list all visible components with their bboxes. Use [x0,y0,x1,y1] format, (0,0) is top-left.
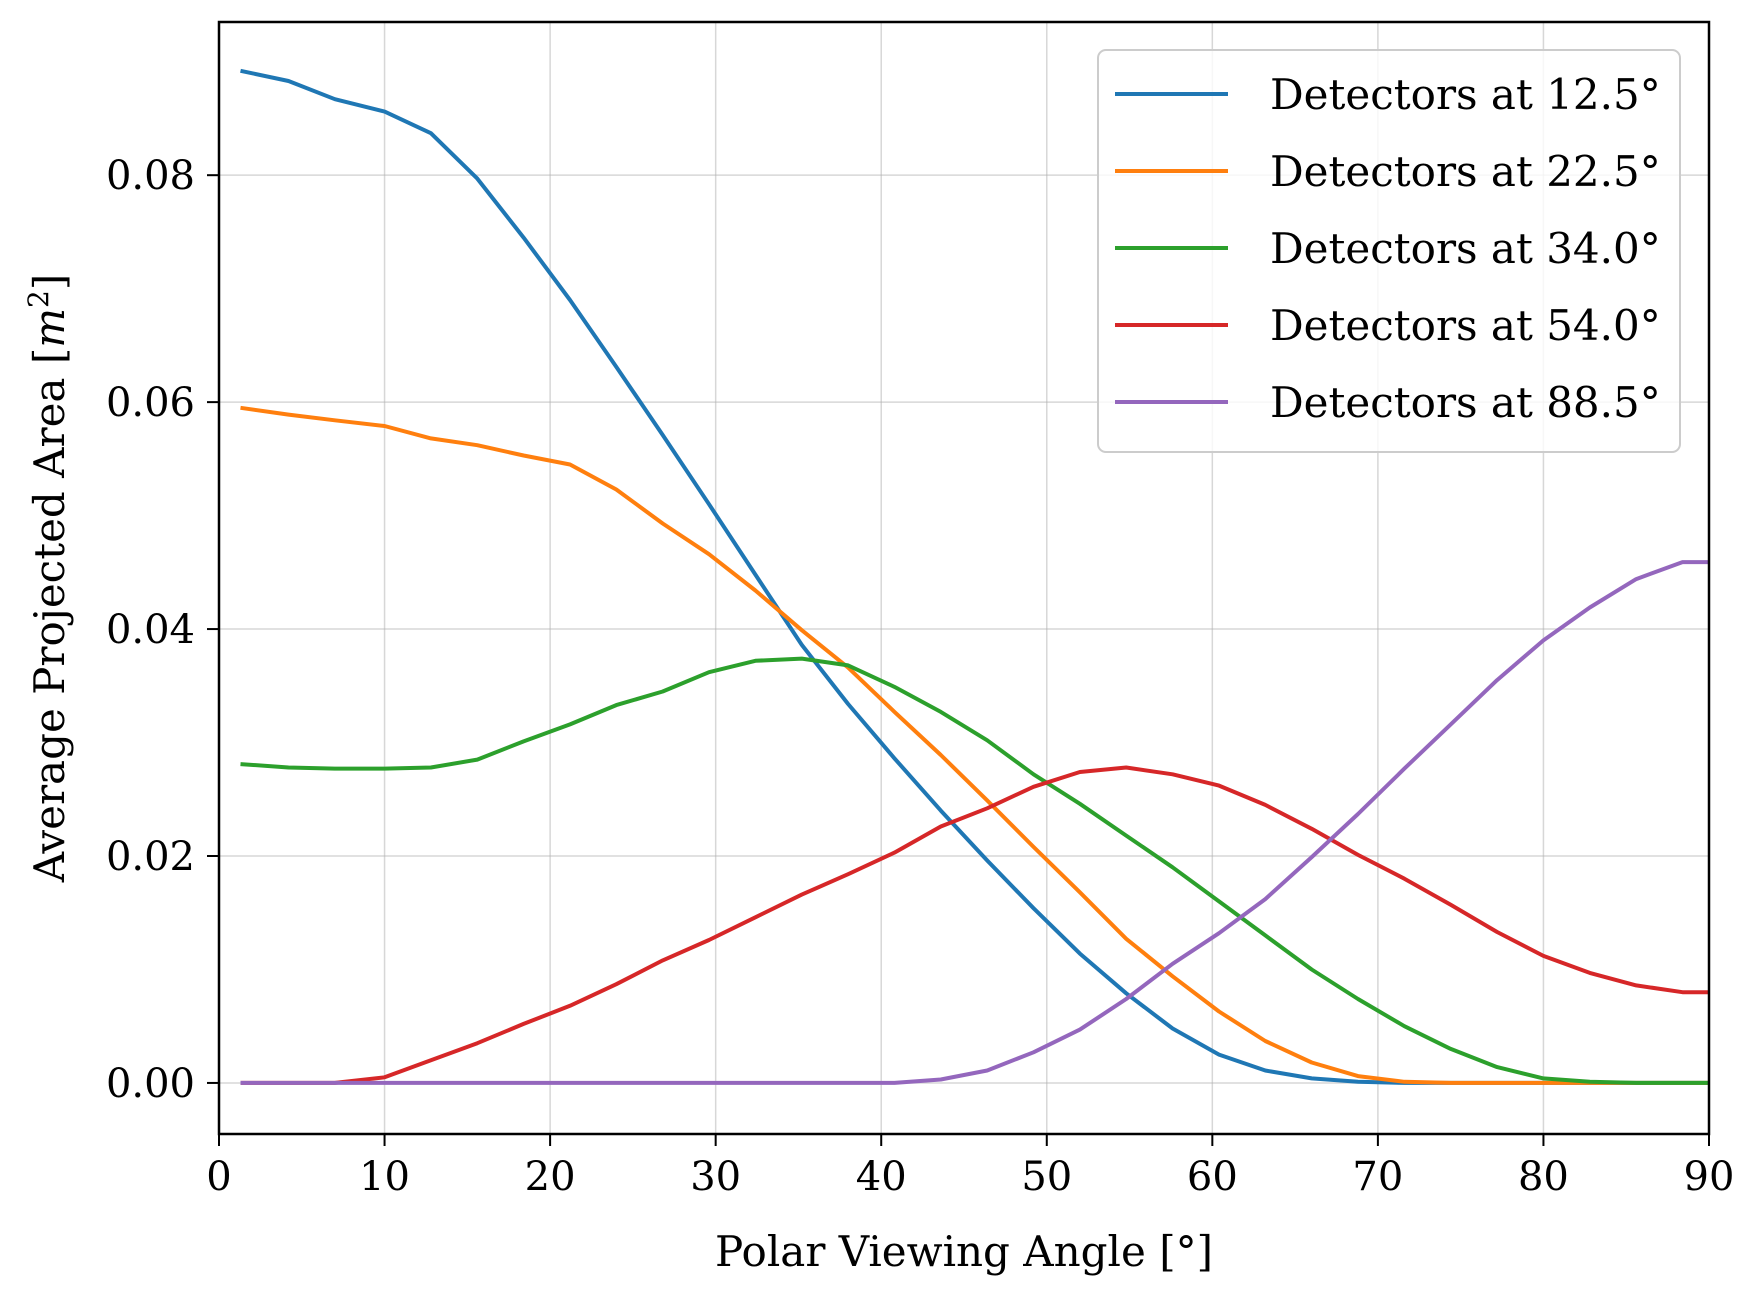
legend-label: Detectors at 88.5° [1270,378,1661,427]
series-line-4 [240,765,1709,1085]
y-tick-label: 0.04 [106,607,195,653]
axes-frame [217,20,1711,1136]
x-tick-label: 0 [206,1154,231,1200]
x-tick-label: 90 [1684,1154,1735,1200]
legend-label: Detectors at 22.5° [1270,147,1661,196]
x-tick-label: 50 [1021,1154,1072,1200]
y-tick-label: 0.06 [106,380,195,426]
y-tick-label: 0.08 [106,153,195,199]
y-axis-label-close: ] [25,274,74,290]
y-axis-label-variable: m [25,308,74,348]
series-group [240,68,1709,1085]
x-axis: 0 10 20 30 40 50 60 70 80 90 [206,1134,1734,1200]
y-axis: 0.00 0.02 0.04 0.06 0.08 [106,153,219,1107]
series-line-5 [240,560,1709,1085]
x-tick-label: 40 [856,1154,907,1200]
y-axis-label-exponent: 2 [22,290,55,308]
legend-label: Detectors at 12.5° [1270,70,1661,119]
y-tick-label: 0.00 [106,1061,195,1107]
legend: Detectors at 12.5° Detectors at 22.5° Dete… [1097,49,1681,453]
legend-label: Detectors at 34.0° [1270,224,1661,273]
y-axis-label: Average Projected Area [m2] [22,274,74,884]
y-tick-label: 0.02 [106,834,195,880]
x-tick-label: 10 [359,1154,410,1200]
x-tick-label: 60 [1187,1154,1238,1200]
legend-label: Detectors at 54.0° [1270,301,1661,350]
series-line-3 [240,656,1709,1085]
series-line-2 [240,405,1709,1085]
x-axis-label: Polar Viewing Angle [°] [715,1227,1213,1276]
y-axis-label-main: Average Projected Area [ [25,348,74,883]
x-tick-label: 70 [1352,1154,1403,1200]
x-tick-label: 80 [1518,1154,1569,1200]
legend-box [1097,49,1681,453]
x-tick-label: 20 [525,1154,576,1200]
x-tick-label: 30 [690,1154,741,1200]
